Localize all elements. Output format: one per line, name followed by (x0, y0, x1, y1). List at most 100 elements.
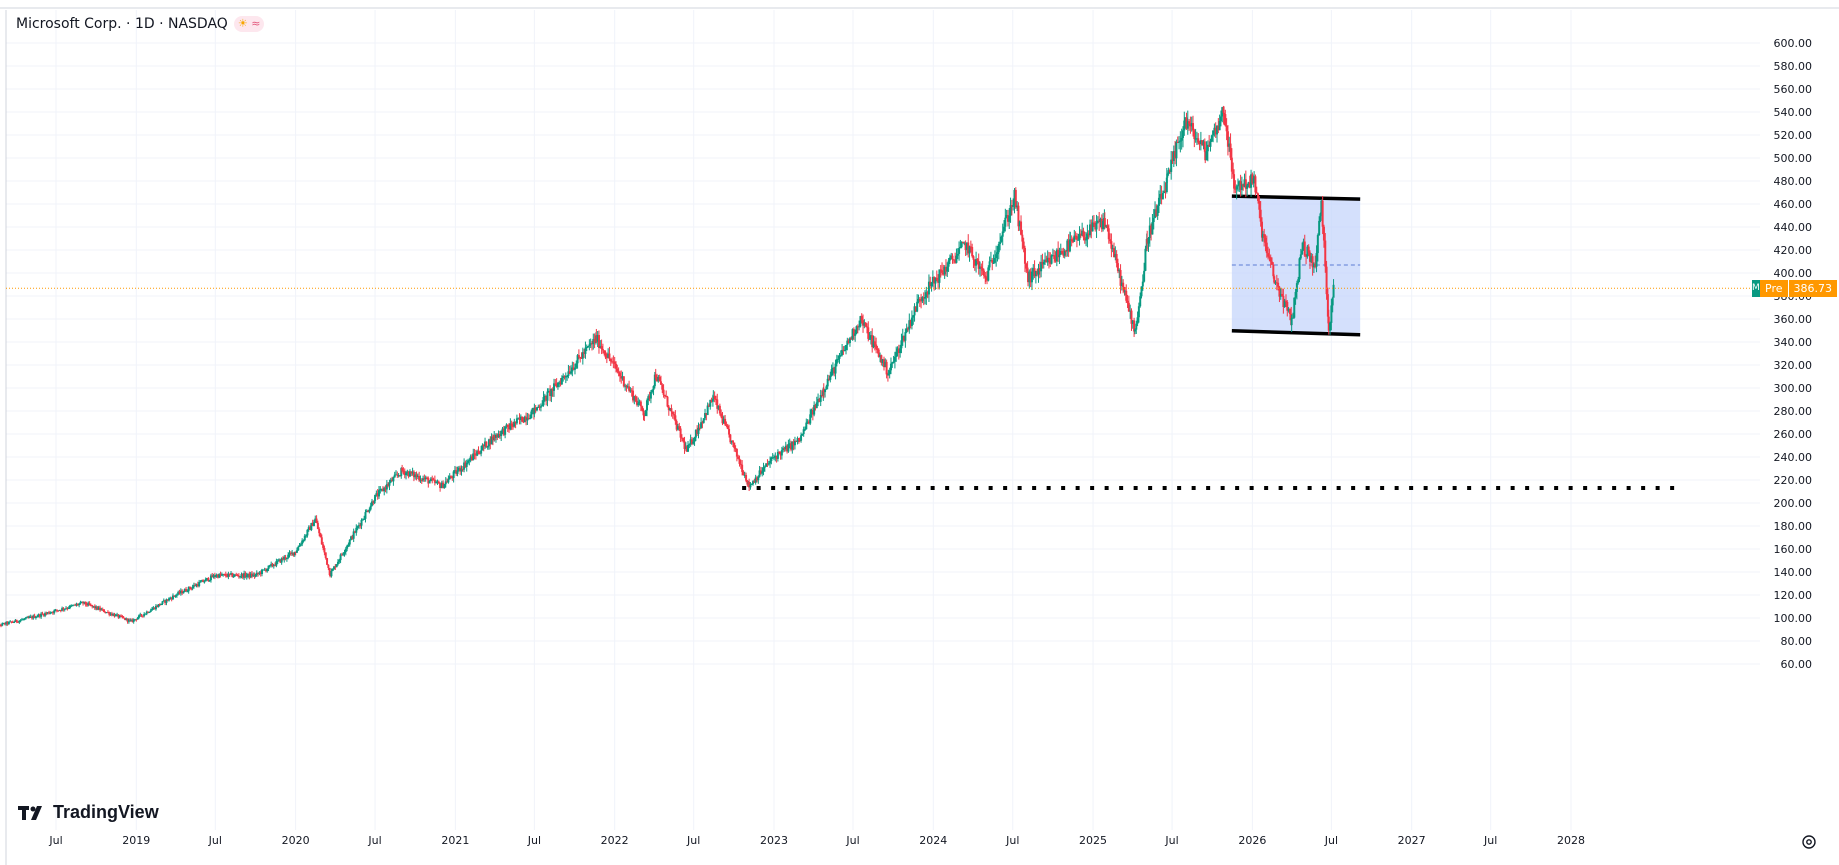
candle-body (908, 320, 911, 330)
candle-body (291, 552, 294, 554)
candle-body (807, 421, 810, 424)
candle-body (41, 613, 44, 615)
y-tick-label: 120.00 (1774, 589, 1813, 602)
candle-body (589, 343, 592, 345)
price-axis[interactable]: 60.00 80.00 100.00 120.00 140.00 160.00 180.00… (1774, 37, 1813, 671)
candle-body (564, 376, 567, 378)
candle-body (243, 573, 246, 578)
candle-body (1281, 293, 1284, 296)
candle-body (165, 599, 168, 603)
candle-body (775, 456, 778, 459)
candle-body (862, 320, 865, 326)
candle-body (1004, 217, 1007, 227)
candle-body (733, 442, 736, 449)
candle-body (208, 580, 211, 582)
candle-body (191, 586, 194, 589)
market-status-badge[interactable]: ☀ ≈ (233, 16, 265, 32)
candle-body (1320, 200, 1323, 214)
candle-body (395, 474, 398, 476)
candle-body (533, 407, 536, 415)
candle-body (397, 475, 400, 477)
candle-body (748, 481, 751, 488)
candle-body (42, 614, 45, 616)
candle-body (62, 608, 65, 610)
sun-icon: ☀ (237, 17, 248, 30)
candle-body (195, 584, 198, 587)
candle-body (1160, 194, 1163, 200)
candle-body (498, 434, 501, 437)
candle-body (1147, 237, 1150, 244)
y-tick-label: 140.00 (1774, 566, 1813, 579)
settings-gear-icon[interactable] (1801, 834, 1817, 850)
candle-body (979, 266, 982, 269)
candle-body (722, 418, 725, 424)
candle-body (82, 601, 85, 604)
candle-body (477, 451, 480, 454)
candle-body (815, 402, 818, 409)
candle-body (424, 477, 427, 480)
candle-body (825, 386, 828, 390)
candle-body (845, 345, 848, 351)
candle-body (123, 617, 126, 620)
candle-body (383, 487, 386, 492)
candle-body (137, 615, 140, 618)
symbol-legend[interactable]: Microsoft Corp. · 1D · NASDAQ ☀ ≈ (16, 16, 265, 32)
candle-body (494, 434, 497, 438)
candle-body (249, 573, 252, 578)
candle-body (1110, 241, 1113, 249)
candle-body (741, 464, 744, 472)
grid-lines (6, 10, 1760, 830)
candle-body (1036, 270, 1039, 275)
candle-body (644, 410, 647, 416)
candle-body (198, 582, 201, 587)
candle-body (414, 474, 417, 478)
candle-body (521, 416, 524, 422)
candle-body (737, 456, 740, 459)
candle-body (1172, 151, 1175, 161)
candle-body (1095, 222, 1098, 230)
x-tick-label: 2023 (760, 834, 788, 847)
candle-body (22, 619, 25, 621)
x-tick-label: 2021 (441, 834, 469, 847)
candle-body (29, 616, 32, 618)
candle-body (1263, 234, 1266, 238)
candle-body (553, 383, 556, 391)
candle-body (621, 376, 624, 379)
candle-body (920, 300, 923, 302)
candle-body (267, 565, 270, 570)
candle-body (819, 394, 822, 402)
candle-body (605, 357, 608, 359)
candle-body (881, 359, 884, 363)
candle-body (104, 612, 107, 614)
candle-body (982, 270, 985, 276)
candle-body (971, 246, 974, 257)
candle-body (778, 451, 781, 453)
candle-body (342, 553, 345, 555)
candle-body (381, 488, 384, 492)
candle-body (891, 362, 894, 364)
candle-body (84, 601, 87, 605)
candle-body (858, 326, 861, 328)
candle-body (1171, 159, 1174, 161)
candle-body (1201, 140, 1204, 146)
candle-body (372, 501, 375, 504)
candle-body (873, 341, 876, 345)
candle-body (613, 361, 616, 364)
tradingview-logo[interactable]: TradingView (18, 802, 159, 823)
candle-body (196, 584, 199, 587)
candle-body (687, 445, 690, 452)
candle-body (1156, 205, 1159, 216)
candle-body (1225, 125, 1228, 132)
price-range-box[interactable] (1231, 194, 1361, 337)
candle-body (330, 570, 333, 577)
candle-body (527, 418, 530, 420)
candle-body (373, 500, 376, 504)
time-axis[interactable]: Jul 2019 Jul 2020 Jul 2021 Jul 2022 Jul 2023 Jul 20… (48, 834, 1585, 847)
candle-body (1175, 141, 1178, 159)
candle-body (538, 406, 541, 408)
candle-body (969, 246, 972, 248)
candle-body (28, 616, 31, 618)
candle-body (782, 448, 785, 451)
candle-body (460, 468, 463, 472)
